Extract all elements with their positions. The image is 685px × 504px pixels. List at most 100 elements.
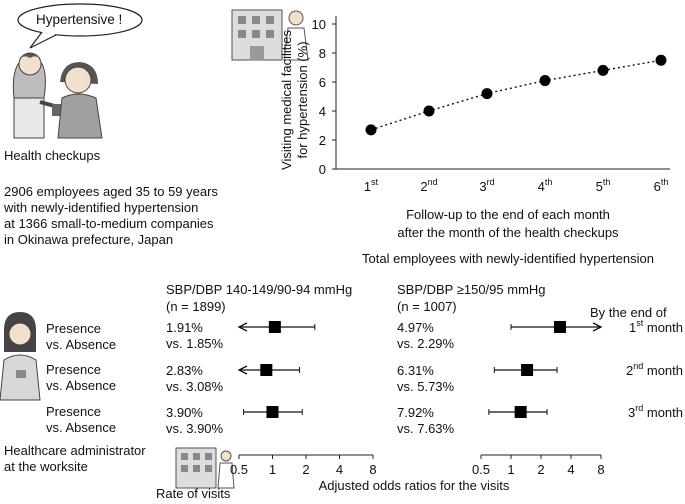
x-tick-label-suffix: th: [603, 177, 611, 187]
month-label: 3rd month: [628, 403, 683, 420]
x-tick-label-number: 5: [596, 179, 603, 194]
forest-x-axis-label: Adjusted odds ratios for the visits: [319, 478, 510, 493]
y-axis-label-line-1: Visiting medical facilities: [279, 30, 294, 170]
month-label-suffix: nd: [633, 361, 643, 371]
month-label: 1st month: [629, 318, 683, 335]
forest-x-tick-label: 2: [302, 462, 309, 477]
forest-ci-arrow-right: [592, 322, 603, 332]
presence-label-2: Presence: [46, 362, 101, 377]
forest-x-tick-label: 1: [269, 462, 276, 477]
x-axis-label-line-2: after the month of the health checkups: [397, 225, 619, 240]
month-label-number: 3: [628, 405, 635, 420]
y-axis-label-line-2: for hypertension (%): [295, 41, 310, 158]
month-label-word: month: [643, 320, 683, 335]
forest-x-tick-label: 8: [369, 462, 376, 477]
x-tick-label-number: 6: [654, 179, 661, 194]
x-tick-label-number: 1: [364, 179, 371, 194]
line-chart-caption: Total employees with newly-identified hy…: [362, 251, 654, 266]
forest-ci-arrow-left: [237, 365, 248, 375]
absence-label-2: vs. Absence: [46, 378, 117, 393]
forest-odds-ratio-marker: [514, 406, 527, 418]
x-tick-label-suffix: th: [661, 177, 669, 187]
forest-x-tick-label: 8: [597, 462, 604, 477]
data-point: [539, 75, 551, 87]
forest-panel-header: SBP/DBP 140-149/90-94 mmHg: [166, 282, 352, 297]
forest-x-tick-label: 0.5: [230, 462, 248, 477]
forest-panel-header: SBP/DBP ≥150/95 mmHg: [397, 282, 546, 297]
y-tick-label: 6: [319, 75, 326, 90]
forest-comparison-value: vs. 1.85%: [166, 336, 224, 351]
x-axis-label-line-1: Follow-up to the end of each month: [406, 207, 610, 222]
description-line-2: with newly-identified hypertension: [4, 200, 199, 215]
description-line-3: at 1366 small-to-medium companies: [4, 216, 214, 231]
forest-x-tick-label: 4: [336, 462, 343, 477]
forest-rate-value: 3.90%: [166, 405, 203, 420]
month-label: 2nd month: [626, 361, 683, 378]
month-label-word: month: [643, 363, 683, 378]
administrator-label-1: Healthcare administrator: [4, 443, 146, 458]
administrator-illustration: [0, 312, 41, 401]
y-tick-label: 8: [319, 46, 326, 61]
hospital-doctor-icon-small: [175, 447, 235, 489]
x-tick-label-suffix: rd: [487, 177, 495, 187]
x-tick-label: 5th: [596, 177, 611, 194]
forest-comparison-value: vs. 5.73%: [397, 379, 455, 394]
forest-rate-value: 7.92%: [397, 405, 434, 420]
absence-label-1: vs. Absence: [46, 337, 117, 352]
month-label-number: 1: [629, 320, 636, 335]
nurse-patient-illustration: [12, 52, 103, 139]
presence-label-1: Presence: [46, 321, 101, 336]
x-tick-label: 2nd: [420, 177, 437, 194]
forest-comparison-value: vs. 3.08%: [166, 379, 224, 394]
data-point: [597, 64, 609, 76]
data-point: [481, 88, 493, 100]
forest-x-tick-label: 1: [507, 462, 514, 477]
x-tick-label: 3rd: [479, 177, 494, 194]
month-label-suffix: st: [636, 318, 644, 328]
forest-odds-ratio-marker: [553, 321, 566, 333]
data-point: [655, 54, 667, 66]
x-tick-label-suffix: nd: [428, 177, 438, 187]
y-tick-label: 4: [319, 104, 326, 119]
forest-rate-value: 2.83%: [166, 363, 203, 378]
forest-comparison-value: vs. 2.29%: [397, 336, 455, 351]
description-line-4: in Okinawa prefecture, Japan: [4, 232, 174, 247]
forest-comparison-value: vs. 7.63%: [397, 421, 455, 436]
x-tick-label-suffix: th: [545, 177, 553, 187]
forest-x-tick-label: 4: [567, 462, 574, 477]
series-line: [370, 59, 662, 131]
month-label-number: 2: [626, 363, 633, 378]
forest-rate-value: 1.91%: [166, 320, 203, 335]
month-label-suffix: rd: [635, 403, 643, 413]
x-tick-label-suffix: st: [371, 177, 379, 187]
x-tick-label: 4th: [538, 177, 553, 194]
forest-ci-arrow-left: [237, 322, 248, 332]
forest-rate-value: 4.97%: [397, 320, 434, 335]
forest-x-tick-label: 2: [537, 462, 544, 477]
health-checkups-label: Health checkups: [4, 148, 101, 163]
x-tick-label-number: 4: [538, 179, 545, 194]
y-tick-label: 10: [312, 17, 326, 32]
y-tick-label: 0: [319, 162, 326, 177]
data-point: [365, 124, 377, 136]
forest-comparison-value: vs. 3.90%: [166, 421, 224, 436]
speech-bubble: [17, 3, 143, 49]
presence-label-3: Presence: [46, 404, 101, 419]
administrator-label-2: at the worksite: [4, 459, 88, 474]
data-point: [423, 105, 435, 117]
forest-panel-n: (n = 1899): [166, 299, 226, 314]
x-tick-label: 6th: [654, 177, 669, 194]
x-tick-label-number: 3: [479, 179, 486, 194]
x-tick-label-number: 2: [420, 179, 427, 194]
description-line-1: 2906 employees aged 35 to 59 years: [4, 184, 218, 199]
forest-odds-ratio-marker: [266, 406, 279, 418]
month-header: By the end of: [590, 305, 667, 320]
forest-panel-n: (n = 1007): [397, 299, 457, 314]
y-tick-label: 2: [319, 133, 326, 148]
forest-odds-ratio-marker: [268, 321, 281, 333]
forest-odds-ratio-marker: [521, 364, 534, 376]
hospital-doctor-icon: [231, 9, 309, 61]
month-label-word: month: [643, 405, 683, 420]
forest-x-tick-label: 0.5: [472, 462, 490, 477]
